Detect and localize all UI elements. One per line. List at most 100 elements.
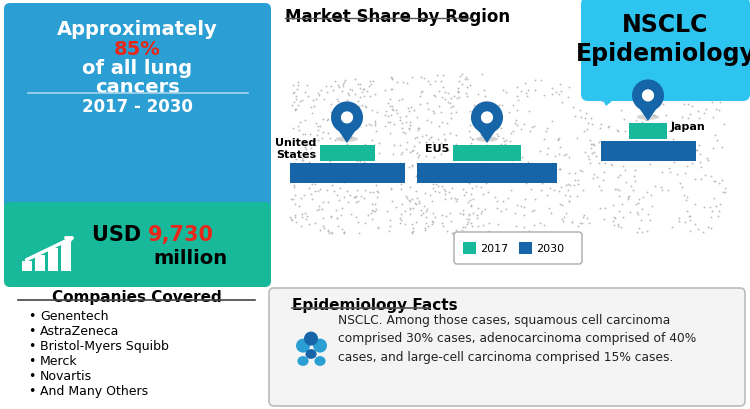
Point (403, 165, 415, 171)
Point (652, 97, 664, 104)
Point (446, 230, 458, 237)
Point (380, 209, 392, 215)
Point (356, 102, 368, 109)
Point (524, 108, 536, 115)
Point (429, 189, 441, 195)
Point (704, 173, 716, 180)
Point (373, 141, 385, 147)
Point (479, 207, 491, 213)
Point (700, 106, 712, 113)
Point (625, 183, 637, 190)
Point (340, 188, 352, 195)
Point (545, 91, 557, 98)
Point (556, 216, 568, 223)
Point (444, 130, 456, 137)
Point (452, 89, 464, 96)
Point (412, 125, 424, 132)
Point (303, 221, 315, 227)
Point (312, 189, 324, 195)
Point (439, 90, 451, 96)
Point (302, 93, 314, 100)
Point (439, 137, 451, 143)
Point (439, 137, 451, 144)
Point (379, 170, 391, 177)
Point (515, 126, 527, 133)
Point (309, 220, 321, 226)
Point (639, 121, 651, 128)
Point (621, 80, 633, 87)
Point (463, 216, 475, 223)
Point (385, 112, 397, 119)
Point (554, 167, 566, 173)
Point (447, 230, 459, 237)
Point (390, 108, 402, 114)
Point (652, 125, 664, 132)
Point (504, 139, 516, 145)
Point (459, 76, 471, 83)
Point (505, 187, 517, 194)
Point (454, 144, 466, 151)
Polygon shape (341, 112, 353, 124)
Point (598, 170, 610, 176)
Point (394, 117, 406, 124)
Point (351, 158, 363, 165)
Point (440, 213, 452, 220)
Point (712, 208, 724, 215)
Point (458, 187, 470, 193)
Point (419, 227, 431, 234)
Point (346, 154, 358, 161)
Point (678, 193, 690, 199)
Point (560, 182, 572, 189)
Point (446, 116, 458, 122)
Point (344, 211, 356, 218)
Point (671, 171, 683, 178)
Point (469, 110, 481, 117)
Bar (320, 146, 375, 162)
Point (368, 153, 380, 160)
Point (353, 230, 365, 236)
Point (541, 152, 553, 158)
Point (326, 101, 338, 108)
Point (422, 107, 434, 113)
Polygon shape (598, 93, 623, 107)
Point (588, 143, 600, 149)
Point (469, 147, 481, 154)
Point (320, 83, 332, 90)
Point (334, 198, 346, 204)
Point (511, 170, 523, 176)
Point (335, 206, 347, 212)
Circle shape (296, 339, 310, 353)
Point (679, 101, 691, 108)
Point (511, 122, 523, 129)
Point (352, 219, 364, 226)
Point (321, 188, 333, 194)
Point (684, 112, 696, 118)
Point (710, 107, 722, 113)
Point (553, 188, 565, 195)
Point (368, 79, 380, 85)
Point (477, 110, 489, 117)
Point (705, 225, 717, 232)
Point (652, 85, 664, 92)
Point (595, 205, 607, 211)
Point (521, 161, 533, 168)
Point (644, 217, 656, 224)
Point (310, 120, 322, 127)
Point (476, 211, 488, 217)
Point (413, 127, 424, 134)
Point (295, 152, 307, 159)
Point (713, 180, 725, 187)
Point (682, 116, 694, 122)
Point (427, 163, 439, 169)
Point (430, 167, 442, 173)
Bar (48, 248, 58, 271)
Point (542, 146, 554, 152)
Point (456, 227, 468, 234)
Point (410, 114, 422, 121)
Point (436, 171, 448, 178)
Point (290, 167, 302, 174)
Point (288, 182, 300, 189)
Point (579, 116, 591, 122)
Point (512, 108, 524, 115)
Point (522, 88, 534, 94)
